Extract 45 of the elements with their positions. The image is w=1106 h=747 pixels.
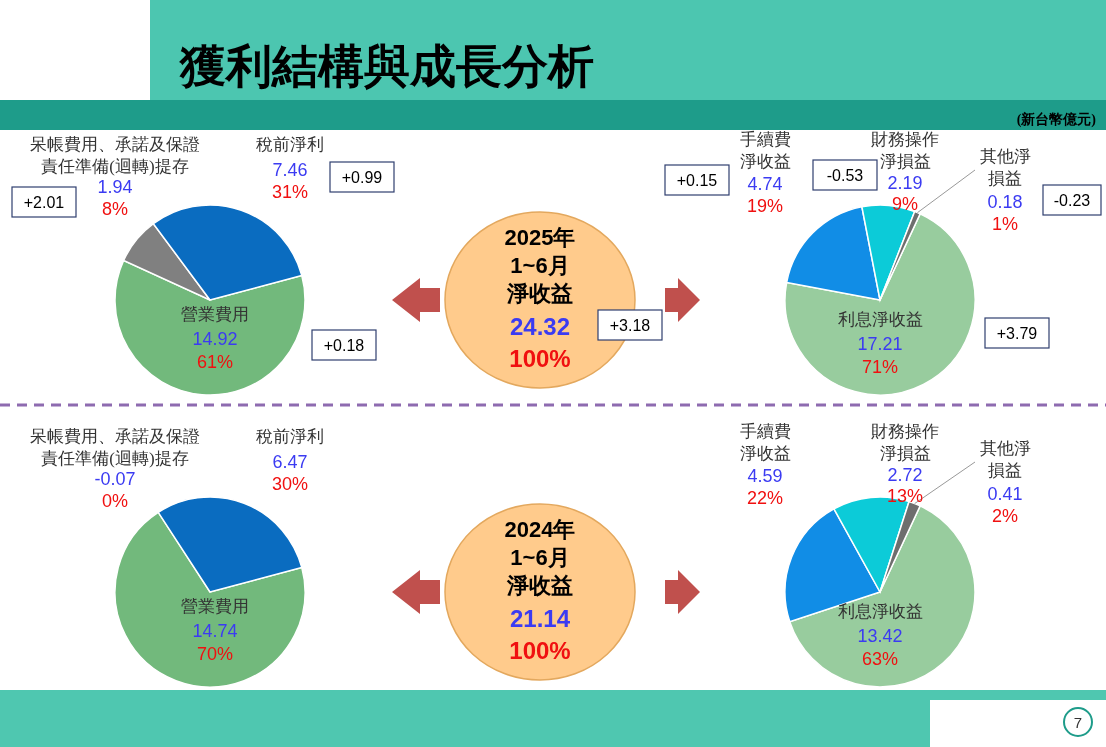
data-label: 17.21 71% [857,334,903,377]
data-label: 1.94 8% [97,177,133,219]
data-label: 7.46 31% [271,160,309,202]
slice-label: 營業費用 [181,597,249,616]
text: +0.15 [676,172,718,189]
slice-label: 稅前淨利 [256,427,324,446]
data-label: 4.59 22% [746,466,784,508]
text: +0.99 [341,169,383,186]
slice-label: 手續費淨收益 [739,130,791,171]
data-label: 6.47 30% [271,452,309,494]
text: -0.07 0% [94,469,136,511]
chart-title: 獲利結構與成長分析 [179,41,594,92]
text: 21.14 [509,605,571,632]
text: 24.32 [509,313,571,340]
slice-label: 手續費淨收益 [739,422,791,463]
slice-label: 財務操作淨損益 [871,422,939,463]
text: -0.23 [1053,192,1091,209]
slice-label: 稅前淨利 [256,135,324,154]
slice-label: 利息淨收益 [837,310,923,329]
data-label: 14.92 61% [192,329,238,372]
text: -0.53 [826,167,864,184]
text: 2024年1~6月淨收益 [504,517,576,598]
chart-subtitle: (新台幣億元) [1016,111,1097,128]
text: +3.79 [996,325,1038,342]
data-label: 0.18 1% [987,192,1023,234]
text: 100% [509,637,571,664]
text: 2025年1~6月淨收益 [504,225,576,306]
text: +3.18 [609,317,651,334]
data-label: 14.74 70% [192,621,238,664]
text: 100% [509,345,571,372]
category-label: 呆帳費用、承諾及保證責任準備(迴轉)提存 [30,427,200,468]
text: +0.18 [323,337,365,354]
data-label: 4.74 19% [746,174,784,216]
slice-label: 其他淨損益 [979,439,1031,480]
data-label: 2.19 9% [887,173,923,214]
data-label: 2.72 13% [886,465,924,506]
slice-label: 利息淨收益 [837,602,923,621]
text: 7 [1073,714,1083,731]
data-label: 13.42 63% [857,626,903,669]
slice-label: 財務操作淨損益 [871,130,939,171]
text: +2.01 [23,194,65,211]
slice-label: 營業費用 [181,305,249,324]
slice-label: 呆帳費用、承諾及保證責任準備(迴轉)提存 [30,135,200,176]
data-label: 0.41 2% [987,484,1023,526]
slice-label: 其他淨損益 [979,147,1031,188]
